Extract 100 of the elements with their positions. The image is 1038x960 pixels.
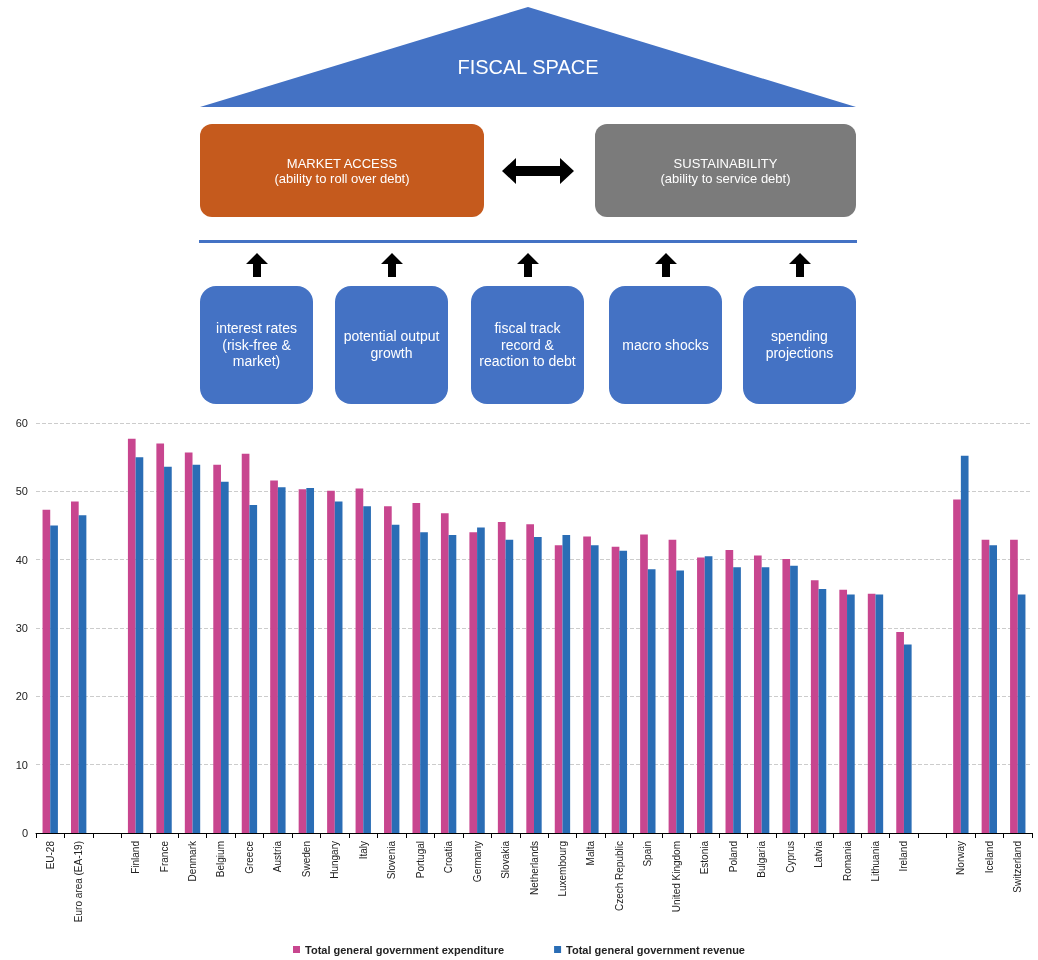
x-tick-label: Germany: [471, 841, 483, 883]
bar: [733, 567, 741, 833]
bar: [896, 632, 904, 833]
bar: [818, 589, 827, 833]
bar: [355, 488, 364, 833]
bar: [790, 565, 798, 833]
bar: [1010, 539, 1018, 833]
x-tick-label: Belgium: [215, 841, 227, 878]
bar: [277, 487, 286, 833]
bar: [981, 539, 990, 833]
bar: [534, 537, 542, 833]
bar: [554, 545, 563, 833]
bar: [960, 455, 969, 833]
x-tick-label: Hungary: [329, 841, 341, 879]
x-tick-label: Poland: [727, 841, 739, 873]
bar: [810, 580, 819, 833]
text: (ability to roll over debt): [274, 170, 410, 186]
bar: [327, 490, 335, 833]
x-tick-label: Norway: [955, 841, 967, 875]
x-tick-label: Lithuania: [869, 840, 881, 882]
text: interest rates (risk-free & market): [200, 286, 313, 404]
bar: [164, 466, 172, 833]
x-tick-label: Slovakia: [500, 840, 512, 879]
bar: [761, 567, 770, 833]
text: SUSTAINABILITY: [673, 155, 778, 171]
bar: [363, 506, 371, 833]
bar: [611, 546, 620, 833]
bar: [220, 481, 229, 833]
x-tick-label: Cyprus: [784, 841, 796, 873]
x-tick-label: Spain: [642, 841, 654, 867]
text: macro shocks: [609, 286, 722, 404]
bar: [676, 570, 684, 833]
y-tick-label: 0: [21, 827, 28, 839]
bar: [847, 594, 855, 833]
bar: [135, 457, 144, 833]
x-tick-label: United Kingdom: [670, 841, 682, 913]
x-tick-label: Greece: [243, 840, 255, 874]
x-tick-label: Luxembourg: [556, 841, 568, 897]
x-tick-label: Slovenia: [386, 840, 398, 880]
text: spending projections: [743, 286, 856, 404]
bar: [590, 545, 599, 833]
bar: [71, 501, 79, 833]
bar: [306, 487, 315, 833]
bar: [697, 557, 705, 833]
bar: [989, 545, 997, 833]
bar: [391, 524, 400, 833]
bar: [127, 438, 136, 833]
bar: [725, 550, 734, 833]
bar: [440, 513, 449, 833]
y-tick-label: 60: [15, 417, 28, 429]
bar: [469, 532, 478, 833]
bar: [213, 464, 221, 833]
x-tick-label: Iceland: [983, 841, 995, 874]
bar: [384, 506, 392, 833]
y-tick-label: 40: [15, 553, 28, 566]
text: (ability to service debt): [660, 170, 791, 186]
bar: [562, 535, 571, 833]
x-tick-label: Estonia: [699, 840, 711, 875]
y-tick-label: 30: [15, 622, 28, 634]
bar: [50, 525, 58, 833]
bar: [184, 452, 193, 833]
bar: [875, 594, 884, 833]
x-tick-label: Romania: [841, 840, 853, 882]
legend-label: Total general government expenditure: [305, 943, 505, 956]
bar: [1017, 594, 1026, 833]
bar: [867, 593, 876, 833]
x-tick-label: Portugal: [414, 841, 426, 879]
bar: [782, 558, 791, 833]
bar: [298, 489, 307, 833]
text: potential output growth: [335, 286, 448, 404]
x-tick-label: Latvia: [813, 840, 825, 868]
bar: [241, 453, 250, 833]
y-tick-label: 10: [15, 758, 28, 771]
x-tick-label: Netherlands: [528, 841, 540, 895]
bar: [420, 532, 428, 833]
x-tick-label: Malta: [585, 840, 597, 866]
bar: [640, 534, 648, 833]
bar: [497, 522, 506, 833]
x-tick-label: Croatia: [443, 840, 455, 874]
bar: [753, 555, 762, 833]
bar: [249, 505, 258, 833]
bar: [583, 536, 591, 833]
bar: [953, 499, 961, 833]
x-tick-label: EU-28: [44, 840, 56, 870]
y-tick-label: 20: [15, 690, 28, 703]
x-tick-label: Austria: [272, 840, 284, 873]
bar: [526, 524, 534, 833]
legend-label: Total general government revenue: [566, 943, 745, 956]
bar: [839, 589, 848, 833]
x-tick-label: Italy: [357, 841, 369, 860]
bar: [156, 443, 165, 833]
y-tick-label: 50: [15, 485, 28, 498]
bar: [647, 569, 656, 833]
text: FISCAL SPACE: [456, 56, 600, 79]
bar: [78, 515, 87, 833]
bar: [192, 464, 201, 833]
bar: [903, 644, 912, 833]
x-tick-label: Finland: [130, 841, 142, 874]
bar: [412, 502, 421, 833]
text: MARKET ACCESS: [286, 155, 398, 171]
